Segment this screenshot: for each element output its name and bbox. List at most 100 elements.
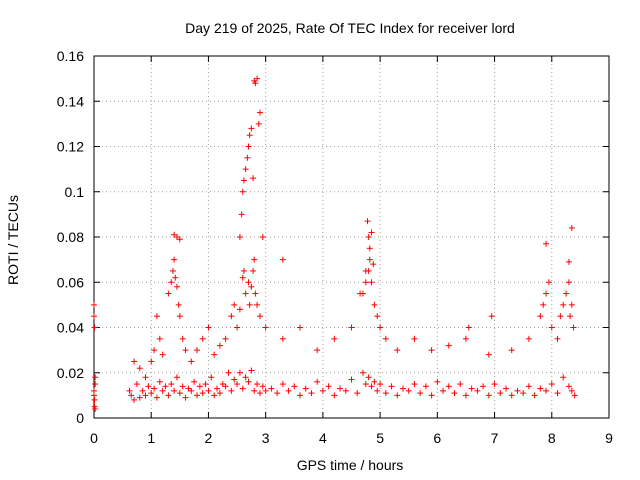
data-point — [368, 383, 375, 390]
data-point — [248, 283, 255, 290]
data-point — [474, 387, 481, 394]
data-point — [543, 387, 550, 394]
data-point — [168, 279, 175, 286]
data-point — [548, 381, 555, 388]
data-point — [179, 383, 186, 390]
data-point — [348, 376, 355, 383]
data-point — [365, 374, 372, 381]
data-point — [165, 290, 172, 297]
data-point — [238, 211, 245, 218]
data-point — [179, 335, 186, 342]
data-point — [231, 301, 238, 308]
data-point — [348, 324, 355, 331]
data-point — [188, 358, 195, 365]
data-point — [554, 335, 561, 342]
data-point — [236, 369, 243, 376]
data-point — [462, 335, 469, 342]
data-point — [405, 387, 412, 394]
data-point — [554, 390, 561, 397]
data-point — [239, 188, 246, 195]
data-point — [485, 351, 492, 358]
data-point — [497, 390, 504, 397]
data-point — [240, 177, 247, 184]
data-point — [208, 374, 215, 381]
x-axis-label: GPS time / hours — [297, 457, 404, 473]
data-point — [485, 392, 492, 399]
data-point — [196, 383, 203, 390]
data-point — [214, 385, 221, 392]
data-point — [537, 313, 544, 320]
data-point — [291, 383, 298, 390]
data-point — [128, 392, 135, 399]
data-point — [156, 335, 163, 342]
data-point — [133, 381, 140, 388]
data-point — [279, 335, 286, 342]
data-point — [240, 267, 247, 274]
data-point — [262, 387, 269, 394]
data-point — [91, 387, 97, 394]
data-point — [171, 256, 178, 263]
data-point — [136, 365, 143, 372]
y-tick-label: 0.16 — [57, 48, 84, 64]
data-point — [205, 324, 212, 331]
x-tick-label: 5 — [376, 430, 384, 446]
data-point — [377, 381, 384, 388]
data-point — [366, 256, 373, 263]
data-point — [428, 392, 435, 399]
x-tick-label: 0 — [90, 430, 98, 446]
data-point — [168, 381, 175, 388]
data-point — [285, 387, 292, 394]
data-point — [259, 383, 266, 390]
data-point — [548, 324, 555, 331]
y-axis-label: ROTI / TECUs — [5, 195, 21, 285]
data-point — [256, 390, 263, 397]
data-point — [245, 378, 252, 385]
data-point — [279, 381, 286, 388]
data-point — [314, 378, 321, 385]
data-point — [568, 301, 575, 308]
data-point — [565, 258, 572, 265]
data-point — [153, 313, 160, 320]
data-point — [244, 154, 251, 161]
y-tick-label: 0.04 — [57, 320, 84, 336]
data-point — [364, 218, 371, 225]
data-point — [254, 301, 261, 308]
data-point — [543, 240, 550, 247]
data-point — [563, 290, 570, 297]
x-tick-label: 4 — [319, 430, 327, 446]
data-point — [92, 381, 99, 388]
data-point — [400, 385, 406, 392]
data-point — [148, 390, 155, 397]
data-point — [131, 358, 138, 365]
y-tick-label: 0.1 — [65, 184, 85, 200]
data-point — [231, 376, 238, 383]
data-point — [565, 383, 572, 390]
data-point — [560, 301, 567, 308]
data-point — [365, 234, 372, 240]
data-point — [250, 175, 257, 182]
data-point — [457, 381, 464, 388]
data-point — [262, 324, 269, 331]
data-point — [236, 234, 243, 240]
y-tick-label: 0.08 — [57, 229, 84, 245]
data-point — [91, 324, 98, 331]
data-point — [234, 381, 241, 388]
data-point — [194, 392, 200, 399]
data-point — [245, 279, 252, 286]
data-point — [368, 229, 375, 236]
data-point — [417, 390, 424, 397]
x-tick-label: 6 — [433, 430, 441, 446]
data-point — [250, 267, 257, 274]
data-point — [411, 335, 418, 342]
data-point — [568, 387, 575, 394]
data-point — [252, 80, 259, 87]
y-tick-label: 0.14 — [57, 93, 84, 109]
data-point — [480, 383, 487, 390]
data-point — [131, 396, 138, 403]
data-point — [374, 313, 381, 320]
data-point — [92, 405, 99, 412]
data-point — [248, 367, 255, 374]
data-point — [445, 342, 452, 349]
data-point — [169, 267, 176, 274]
